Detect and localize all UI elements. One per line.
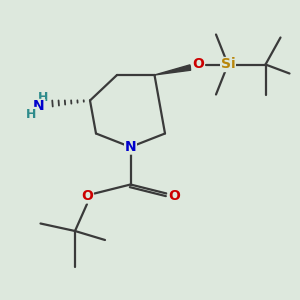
- Text: N: N: [33, 100, 45, 113]
- Text: N: N: [125, 140, 136, 154]
- Text: Si: Si: [221, 58, 235, 71]
- Text: H: H: [38, 91, 49, 104]
- Text: O: O: [192, 58, 204, 71]
- Text: O: O: [168, 189, 180, 203]
- Text: H: H: [26, 107, 37, 121]
- Text: O: O: [81, 189, 93, 203]
- Polygon shape: [154, 65, 191, 75]
